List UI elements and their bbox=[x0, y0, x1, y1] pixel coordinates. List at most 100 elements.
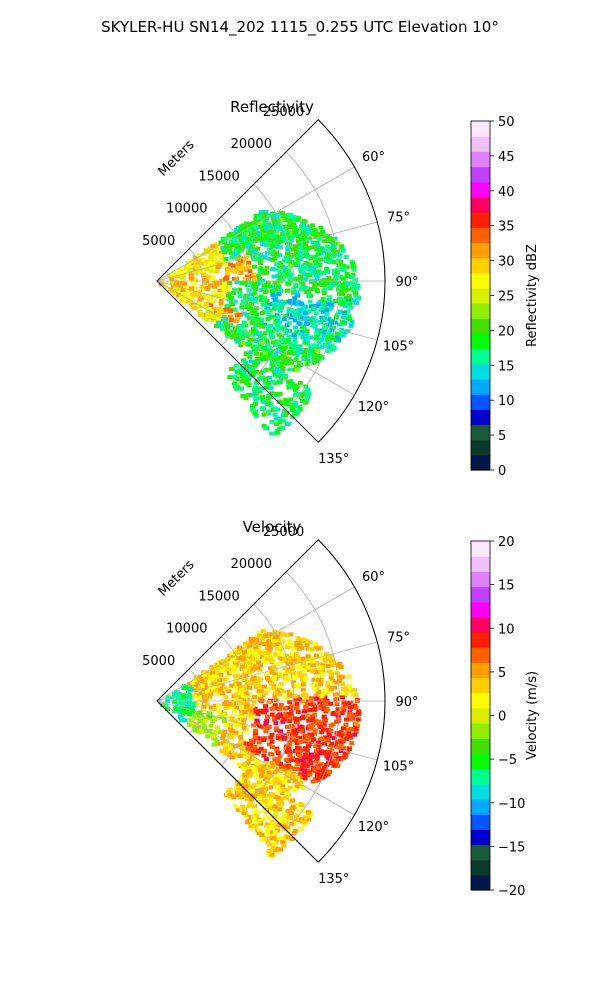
data-cell bbox=[287, 719, 293, 724]
data-cell bbox=[177, 692, 183, 697]
data-cell bbox=[240, 299, 246, 304]
data-cell bbox=[307, 724, 313, 728]
data-cell bbox=[290, 310, 295, 315]
data-cell bbox=[258, 663, 263, 668]
data-cell bbox=[259, 395, 265, 400]
data-cell bbox=[340, 333, 346, 338]
data-cell bbox=[302, 815, 308, 820]
data-cell bbox=[341, 300, 347, 305]
data-cell bbox=[275, 347, 281, 352]
data-cell bbox=[243, 676, 249, 681]
data-cell bbox=[254, 758, 260, 763]
data-cell bbox=[270, 848, 276, 853]
data-cell bbox=[287, 342, 293, 347]
data-cell bbox=[213, 259, 219, 263]
data-cell bbox=[286, 689, 292, 694]
data-cell bbox=[265, 342, 271, 346]
data-cell bbox=[330, 347, 336, 352]
data-cell bbox=[274, 301, 280, 305]
data-cell bbox=[171, 271, 177, 276]
data-cell bbox=[236, 261, 242, 266]
data-cell bbox=[329, 336, 335, 341]
data-cell bbox=[266, 256, 272, 261]
data-cell bbox=[304, 329, 310, 334]
data-cell bbox=[259, 311, 265, 315]
grid-spoke bbox=[156, 700, 378, 761]
data-cell bbox=[353, 726, 359, 731]
data-cell bbox=[305, 817, 311, 822]
data-cell bbox=[315, 252, 321, 257]
data-cell bbox=[277, 706, 283, 711]
data-cell bbox=[238, 367, 244, 372]
data-cell bbox=[229, 255, 235, 260]
panel-title: Velocity bbox=[243, 518, 302, 536]
data-cell bbox=[248, 800, 254, 805]
colorbar-segment bbox=[471, 616, 490, 633]
data-cell bbox=[248, 232, 254, 237]
data-cell bbox=[243, 784, 249, 789]
data-cell bbox=[228, 723, 234, 728]
data-cell bbox=[267, 641, 273, 646]
data-cell bbox=[277, 222, 283, 227]
data-cell bbox=[298, 267, 304, 271]
data-cell bbox=[288, 765, 293, 770]
theta-tick-label: 75° bbox=[387, 210, 410, 225]
data-cell bbox=[303, 242, 308, 246]
data-cell bbox=[271, 306, 277, 311]
data-cell bbox=[285, 773, 290, 778]
data-cell bbox=[259, 837, 265, 842]
data-cell bbox=[217, 253, 223, 258]
data-cell bbox=[280, 349, 285, 354]
data-cell bbox=[219, 691, 225, 696]
data-cell bbox=[203, 696, 209, 701]
data-cell bbox=[292, 244, 298, 249]
data-cell bbox=[292, 339, 298, 344]
data-cell bbox=[234, 780, 240, 785]
data-cell bbox=[282, 812, 288, 817]
data-cell bbox=[300, 687, 306, 692]
data-cell bbox=[253, 282, 259, 287]
data-cell bbox=[321, 239, 327, 244]
data-cell bbox=[241, 311, 247, 316]
data-cell bbox=[246, 786, 252, 791]
data-cell bbox=[277, 391, 283, 396]
data-cell bbox=[205, 670, 211, 675]
data-cell bbox=[175, 274, 181, 279]
data-cell bbox=[262, 296, 268, 301]
data-cell bbox=[279, 645, 285, 650]
data-cell bbox=[234, 279, 240, 284]
data-cell bbox=[223, 247, 229, 252]
data-cell bbox=[233, 363, 239, 368]
data-cell bbox=[326, 302, 332, 307]
data-cell bbox=[297, 347, 303, 352]
colorbar-segment bbox=[471, 738, 490, 755]
data-cell bbox=[274, 215, 279, 220]
data-cell bbox=[279, 791, 285, 795]
data-cell bbox=[326, 338, 332, 343]
data-cell bbox=[314, 696, 320, 701]
data-cell bbox=[342, 298, 348, 302]
data-cell bbox=[320, 297, 326, 302]
grid-spoke bbox=[156, 221, 378, 282]
data-cell bbox=[214, 684, 219, 688]
data-cell bbox=[246, 260, 252, 265]
data-cell bbox=[277, 799, 283, 804]
data-cell bbox=[335, 707, 341, 712]
data-cell bbox=[304, 231, 310, 236]
data-cell bbox=[253, 306, 259, 311]
data-cell bbox=[253, 770, 259, 775]
data-cell bbox=[256, 796, 262, 800]
data-cell bbox=[293, 733, 299, 738]
data-cell bbox=[198, 729, 204, 734]
data-cell bbox=[223, 706, 229, 711]
data-cell bbox=[294, 741, 300, 745]
data-cell bbox=[324, 278, 330, 283]
data-cell bbox=[223, 257, 229, 261]
data-cell bbox=[245, 251, 251, 256]
data-cell bbox=[258, 708, 264, 713]
data-cell bbox=[312, 728, 318, 733]
data-cell bbox=[275, 340, 281, 345]
data-cell bbox=[346, 712, 352, 716]
data-cell bbox=[273, 287, 279, 292]
colorbar-segment bbox=[471, 181, 490, 198]
